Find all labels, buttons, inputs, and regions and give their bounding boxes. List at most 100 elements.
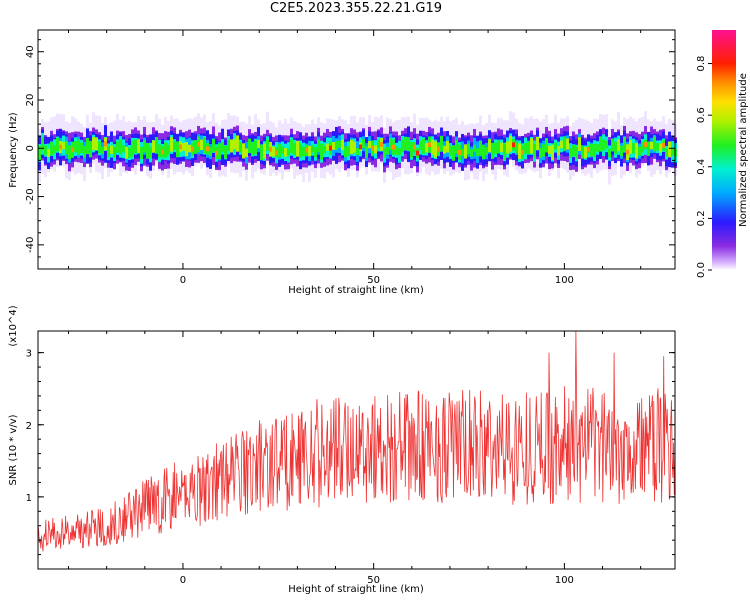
heatmap-cell — [143, 140, 146, 153]
heatmap-cell — [641, 142, 644, 153]
heatmap-cell — [533, 143, 536, 159]
heatmap-cell — [149, 147, 152, 158]
heatmap-cell — [251, 142, 254, 156]
heatmap-cell — [392, 144, 395, 150]
heatmap-cell — [77, 139, 80, 155]
colorbar: 0.0 0.2 0.4 0.6 0.8 Normalized spectral ampl… — [696, 30, 749, 278]
heatmap-cell — [647, 141, 650, 156]
heatmap-cell — [131, 140, 134, 157]
heatmap-cell — [116, 141, 119, 153]
heatmap-cell — [263, 143, 266, 159]
snr-frame — [37, 330, 676, 570]
heatmap-cell — [140, 146, 143, 159]
heatmap-cell — [431, 139, 434, 155]
heatmap-cell — [83, 146, 86, 158]
heatmap-cell — [341, 139, 344, 151]
heatmap-cell — [329, 145, 332, 151]
spectrogram-xlabel: Height of straight line (km) — [288, 285, 424, 296]
heatmap-cell — [635, 142, 638, 159]
heatmap-cell — [167, 145, 170, 156]
x-tick-label: 50 — [367, 275, 380, 286]
heatmap-cell — [80, 142, 83, 153]
colorbar-ticks: 0.0 0.2 0.4 0.6 0.8 — [696, 56, 712, 278]
heatmap-cell — [467, 143, 470, 155]
heatmap-cell — [521, 149, 524, 155]
heatmap-cell — [608, 148, 611, 158]
heatmap-cell — [494, 142, 497, 155]
heatmap-cell — [260, 144, 263, 161]
heatmap-cell — [110, 145, 113, 154]
heatmap-cell — [95, 137, 98, 151]
heatmap-cell — [107, 146, 110, 157]
snr-ylabel: SNR (10 * v/v) — [8, 414, 19, 485]
heatmap-cell — [56, 137, 59, 152]
heatmap-cell — [254, 140, 257, 155]
spectrogram-frame — [37, 29, 676, 270]
heatmap-cell — [134, 139, 137, 153]
heatmap-cell — [593, 143, 596, 158]
heatmap-cell — [89, 141, 92, 158]
heatmap-cell — [659, 143, 662, 153]
heatmap-cell — [584, 147, 587, 159]
heatmap-cell — [518, 143, 521, 160]
y-tick-label: 0 — [25, 145, 36, 151]
heatmap-cell — [542, 144, 545, 157]
heatmap-cell — [53, 145, 56, 154]
heatmap-cell — [605, 140, 608, 149]
heatmap-cell — [416, 150, 419, 156]
heatmap-cell — [386, 147, 389, 155]
heatmap-cell — [371, 145, 374, 151]
heatmap-cell — [668, 141, 671, 158]
heatmap-cell — [302, 146, 305, 157]
heatmap-cell — [326, 143, 329, 151]
heatmap-cell — [281, 146, 284, 154]
snr-xlabel: Height of straight line (km) — [288, 584, 424, 595]
heatmap-cell — [212, 139, 215, 153]
heatmap-cell — [236, 135, 239, 152]
heatmap-cell — [50, 142, 53, 156]
heatmap-cell — [335, 140, 338, 150]
heatmap-cell — [317, 139, 320, 152]
heatmap-cell — [515, 141, 518, 154]
heatmap-cell — [581, 145, 584, 159]
heatmap-cell — [197, 141, 200, 147]
heatmap-cell — [311, 144, 314, 153]
heatmap-cell — [200, 139, 203, 151]
heatmap-cell — [404, 137, 407, 151]
heatmap-cell — [71, 147, 74, 153]
heatmap-cell — [617, 139, 620, 152]
heatmap-cell — [173, 141, 176, 150]
heatmap-cell — [86, 138, 89, 154]
heatmap-cell — [368, 141, 371, 149]
heatmap-cell — [395, 146, 398, 155]
heatmap-cell — [59, 144, 62, 150]
heatmap-cell — [506, 141, 509, 154]
colorbar-tick-label: 0.8 — [696, 56, 707, 72]
heatmap-cell — [233, 138, 236, 150]
heatmap-cell — [611, 138, 614, 152]
heatmap-cell — [221, 141, 224, 152]
heatmap-cell — [92, 137, 95, 151]
heatmap-cell — [245, 148, 248, 158]
x-tick-label: 0 — [180, 575, 186, 586]
heatmap-cell — [332, 142, 335, 150]
heatmap-cell — [188, 144, 191, 153]
heatmap-cell — [602, 139, 605, 151]
heatmap-cell — [293, 142, 296, 155]
heatmap-cell — [407, 137, 410, 151]
heatmap-cell — [470, 149, 473, 157]
heatmap-cell — [626, 149, 629, 155]
heatmap-cell — [572, 144, 575, 157]
heatmap-cell — [41, 137, 44, 151]
heatmap-cell — [44, 145, 47, 156]
heatmap-cell — [389, 137, 392, 151]
heatmap-cell — [182, 142, 185, 151]
heatmap-cell — [665, 149, 668, 157]
heatmap-cell — [410, 142, 413, 158]
y-tick-label: 2 — [26, 421, 32, 432]
heatmap-cell — [185, 141, 188, 157]
heatmap-cell — [599, 136, 602, 152]
heatmap-cell — [488, 139, 491, 153]
heatmap-cell — [524, 143, 527, 154]
heatmap-cell — [509, 135, 512, 152]
